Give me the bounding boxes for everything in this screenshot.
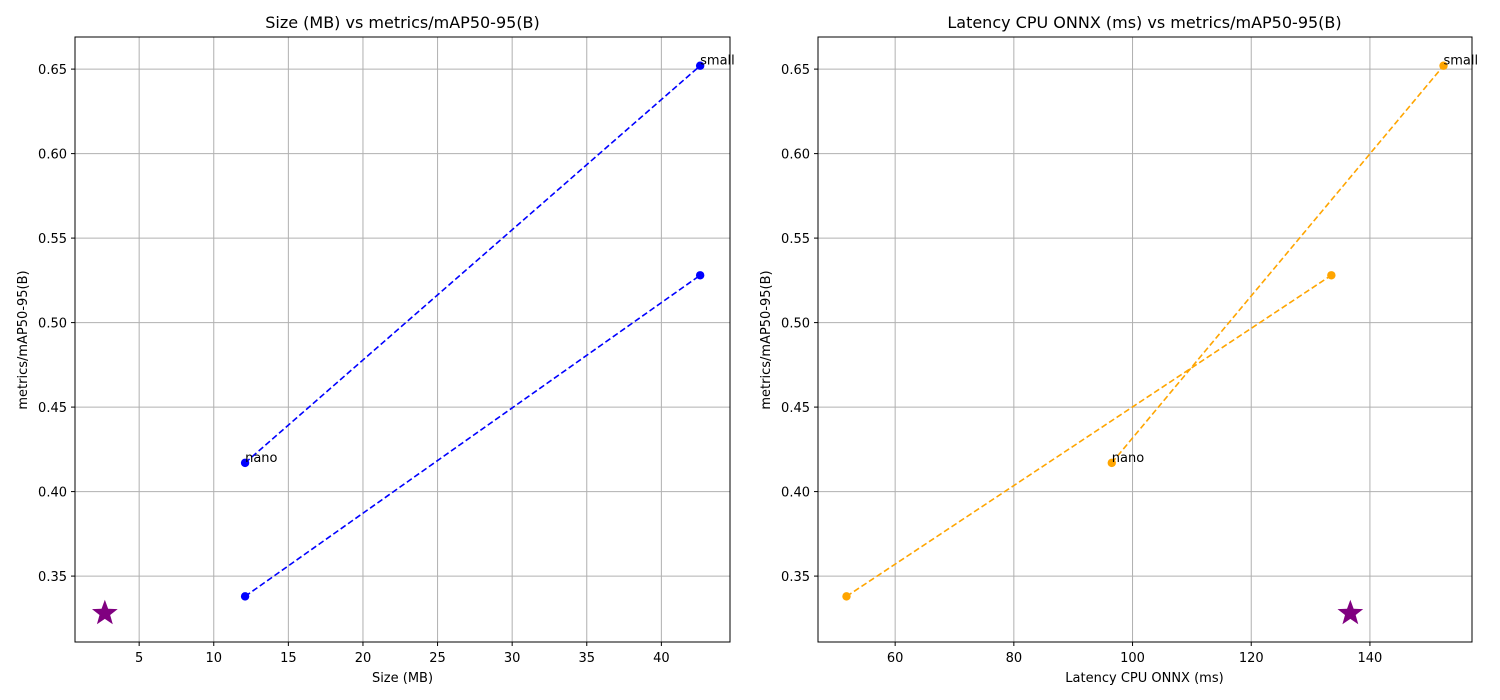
series-line xyxy=(1111,65,1445,464)
data-point xyxy=(695,61,705,70)
latency-vs-map-chart: Latency CPU ONNX (ms) vs metrics/mAP50-9… xyxy=(759,13,1478,686)
x-tick-label: 5 xyxy=(135,651,143,666)
data-point xyxy=(695,271,705,280)
y-tick-label: 0.45 xyxy=(38,401,67,416)
series-line xyxy=(244,274,701,598)
series-line xyxy=(846,274,1332,598)
plot-area: 60 80 100 120 140 0.35 0.40 0.45 0.50 0.55 0.60 0.6… xyxy=(781,36,1479,666)
x-tick-label: 140 xyxy=(1358,651,1383,666)
data-point xyxy=(240,592,250,601)
y-tick-label: 0.65 xyxy=(38,63,67,78)
y-tick-label: 0.50 xyxy=(38,317,67,332)
data-point xyxy=(240,458,250,468)
x-tick-label: 20 xyxy=(355,651,372,666)
x-axis-label: Latency CPU ONNX (ms) xyxy=(1065,671,1223,686)
x-tick-label: 10 xyxy=(205,651,222,666)
star-marker xyxy=(92,599,118,625)
data-point xyxy=(1439,61,1448,70)
x-tick-label: 80 xyxy=(1006,651,1023,666)
x-tick-label: 35 xyxy=(578,651,595,666)
chart-title: Size (MB) vs metrics/mAP50-95(B) xyxy=(265,13,540,32)
star-marker xyxy=(1337,599,1364,625)
data-point xyxy=(842,592,851,601)
y-tick-label: 0.35 xyxy=(781,570,810,585)
y-tick-label: 0.65 xyxy=(781,63,810,78)
y-tick-label: 0.55 xyxy=(38,232,67,247)
y-tick-label: 0.50 xyxy=(781,317,810,332)
series-line xyxy=(244,65,701,464)
y-tick-label: 0.60 xyxy=(38,148,67,163)
point-annotation: small xyxy=(1444,54,1479,69)
point-annotation: nano xyxy=(1112,451,1144,466)
y-axis-label: metrics/mAP50-95(B) xyxy=(759,270,774,409)
y-axis-label: metrics/mAP50-95(B) xyxy=(16,270,31,409)
axes-frame xyxy=(817,36,1473,643)
plot-area: 5 10 15 20 25 30 35 40 0.35 0.40 0.45 0.50 0.55 0.60 0… xyxy=(38,36,735,666)
y-tick-label: 0.40 xyxy=(781,486,810,501)
x-tick-label: 30 xyxy=(504,651,521,666)
size-vs-map-chart: Size (MB) vs metrics/mAP50-95(B) Size (M… xyxy=(16,13,735,686)
x-tick-label: 100 xyxy=(1120,651,1145,666)
point-annotation: nano xyxy=(245,451,277,466)
axes-frame xyxy=(74,36,731,643)
y-tick-label: 0.55 xyxy=(781,232,810,247)
data-point xyxy=(1327,271,1336,280)
x-tick-label: 60 xyxy=(887,651,904,666)
y-tick-label: 0.35 xyxy=(38,570,67,585)
y-tick-label: 0.60 xyxy=(781,148,810,163)
point-annotation: small xyxy=(700,54,735,69)
x-tick-label: 40 xyxy=(653,651,670,666)
x-tick-label: 15 xyxy=(280,651,297,666)
x-tick-label: 25 xyxy=(429,651,446,666)
chart-title: Latency CPU ONNX (ms) vs metrics/mAP50-9… xyxy=(947,13,1341,32)
data-point xyxy=(1107,458,1116,468)
y-tick-label: 0.40 xyxy=(38,486,67,501)
x-tick-label: 120 xyxy=(1239,651,1264,666)
y-tick-label: 0.45 xyxy=(781,401,810,416)
x-axis-label: Size (MB) xyxy=(372,671,433,686)
